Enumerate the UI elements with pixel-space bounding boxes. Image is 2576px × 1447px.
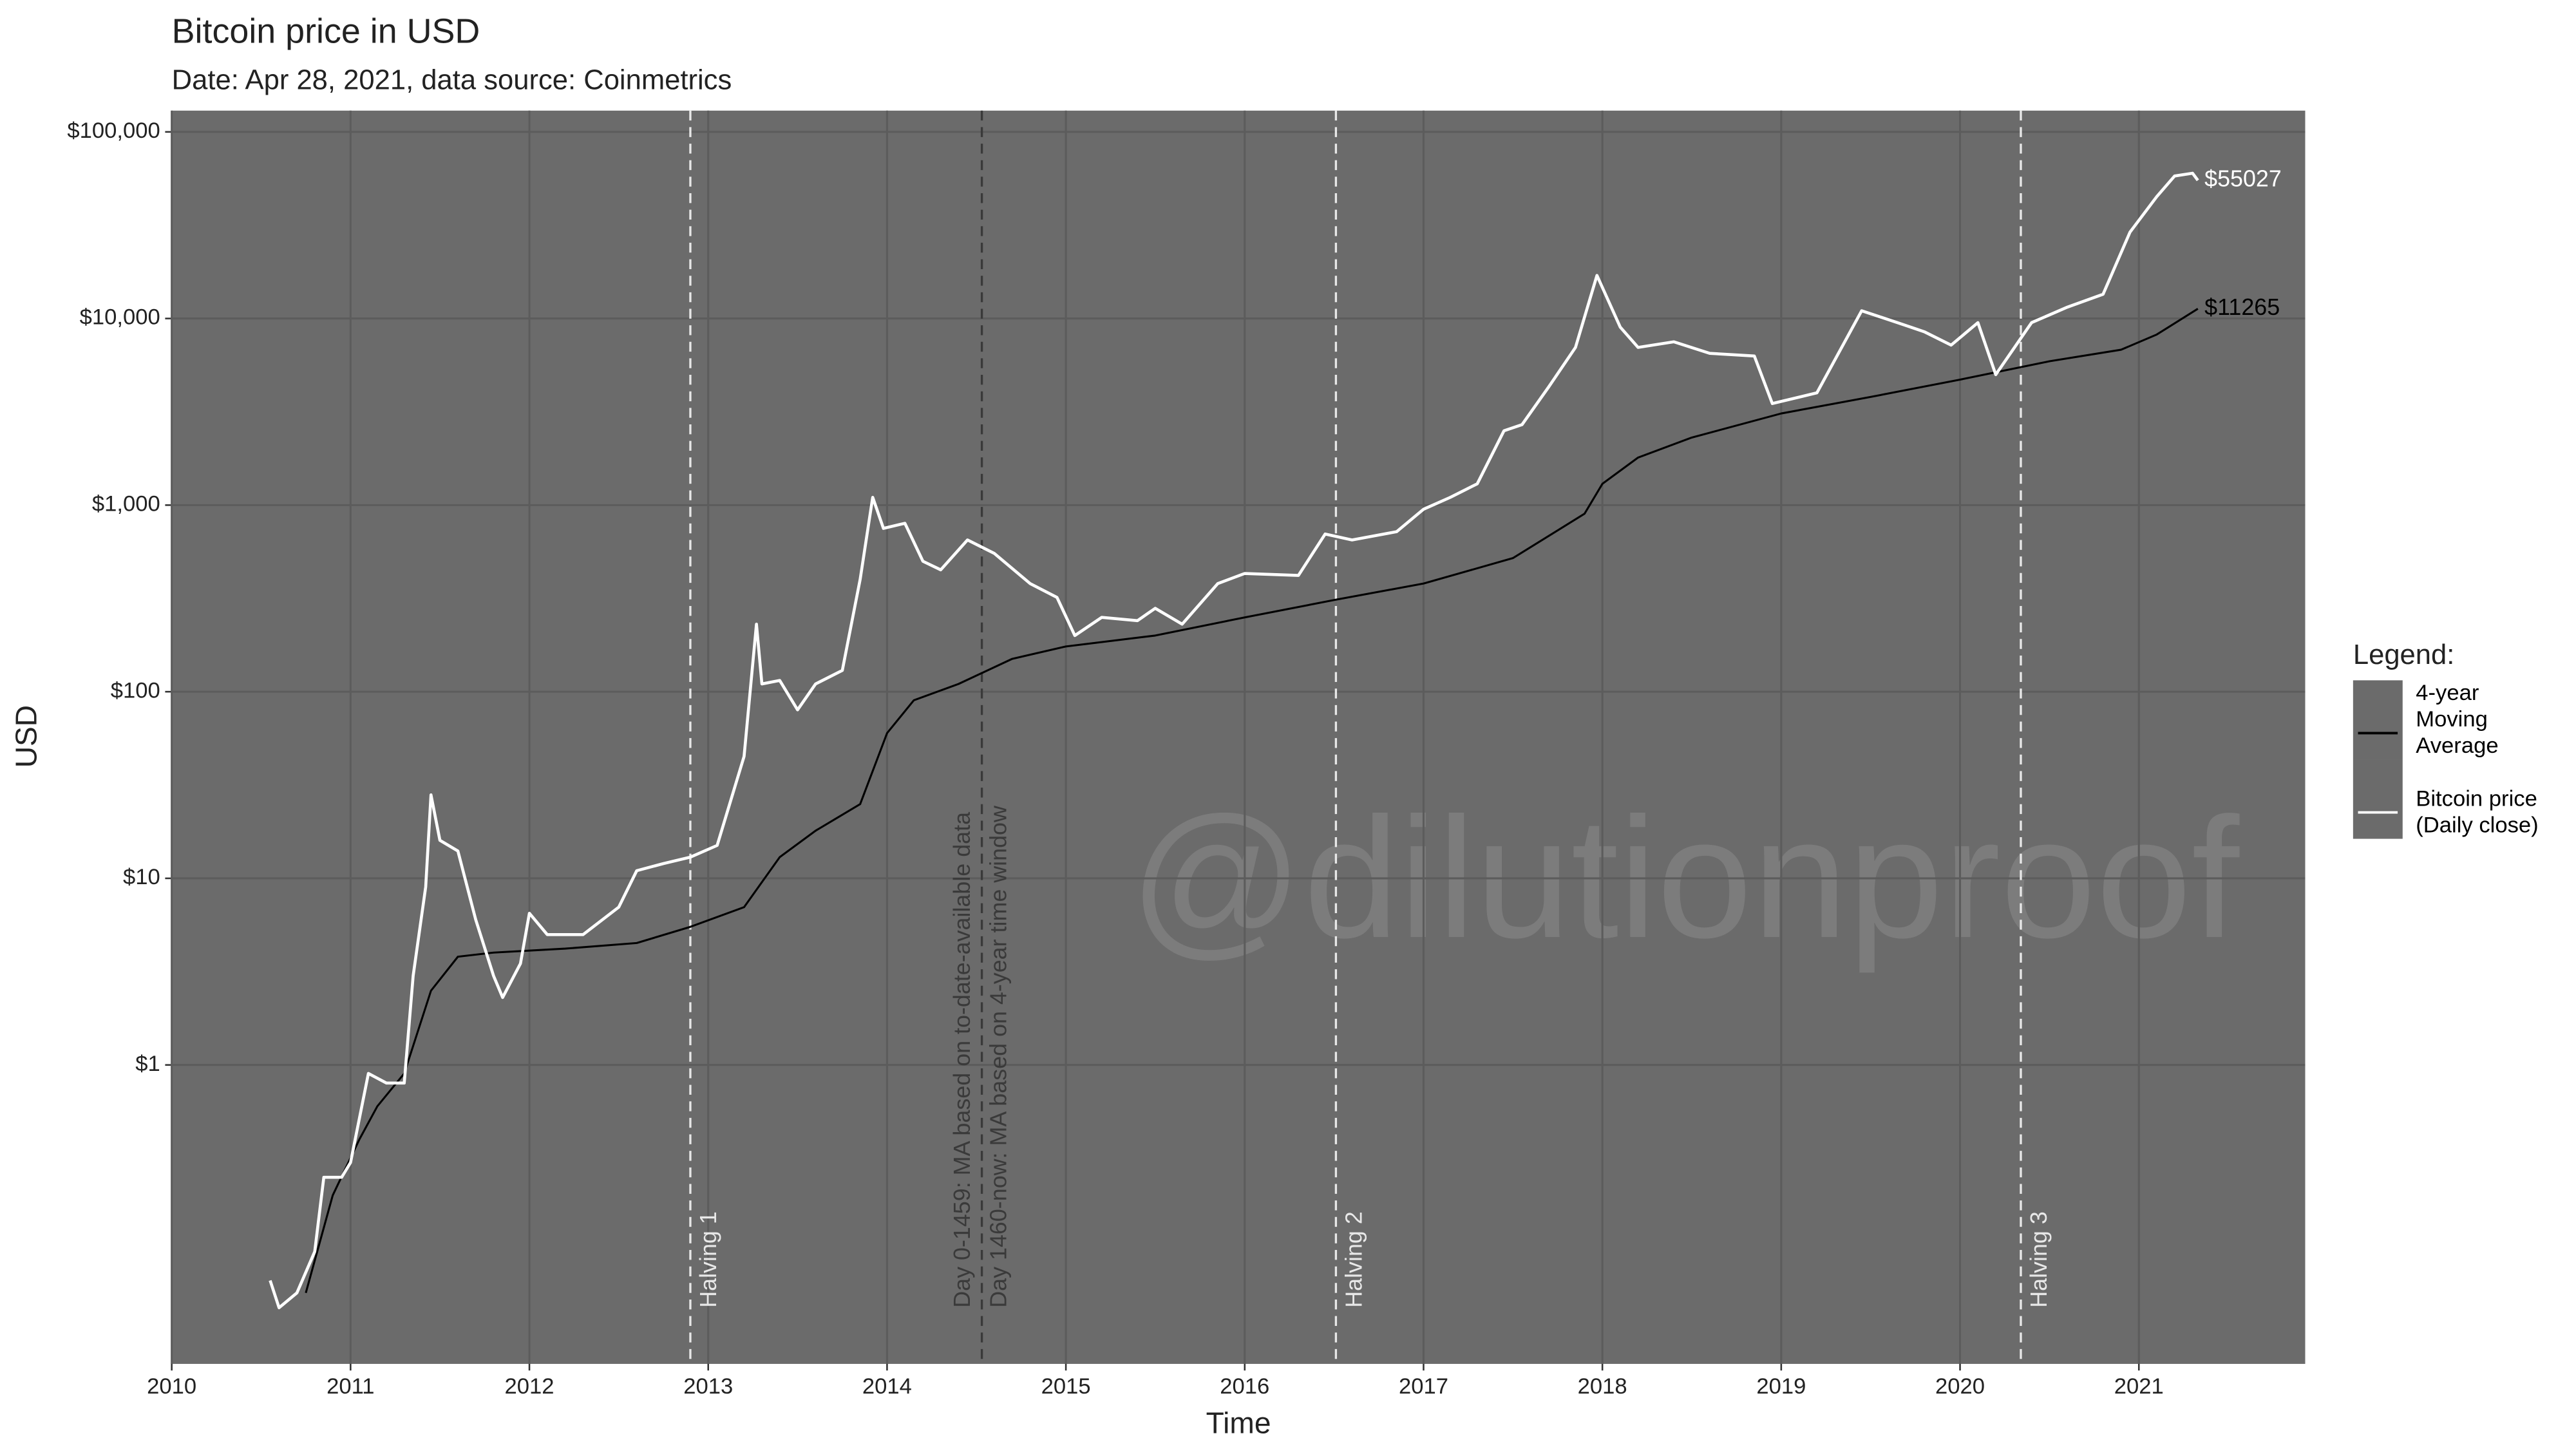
legend-label: 4-year Moving Average (2416, 680, 2499, 758)
y-tick-label: $10,000 (80, 305, 160, 330)
x-tick-label: 2018 (1578, 1374, 1627, 1399)
x-tick-label: 2020 (1935, 1374, 1985, 1399)
plot-background (171, 110, 2306, 1364)
reference-label: Halving 3 (2026, 1211, 2052, 1308)
x-axis-label: Time (1206, 1406, 1271, 1440)
x-tick-label: 2016 (1220, 1374, 1269, 1399)
x-tick-label: 2011 (327, 1374, 374, 1399)
legend-entry: Bitcoin price (Daily close) (2416, 786, 2539, 837)
chart-title: Bitcoin price in USD (172, 12, 480, 51)
y-tick-label: $1,000 (92, 492, 160, 516)
legend-key (2353, 759, 2403, 839)
x-tick-label: 2014 (862, 1374, 912, 1399)
reference-label: Halving 2 (1341, 1211, 1367, 1308)
y-tick-label: $10 (123, 865, 160, 889)
reference-label: Day 1460-now: MA based on 4-year time wi… (985, 806, 1011, 1308)
legend-entry: 4-year Moving Average (2416, 680, 2499, 758)
y-tick-label: $100,000 (67, 118, 160, 143)
end-label: $55027 (2204, 166, 2282, 191)
y-tick-label: $1 (135, 1052, 160, 1076)
price-line (305, 308, 2199, 1294)
x-tick-label: 2013 (683, 1374, 733, 1399)
legend-label: Bitcoin price (Daily close) (2416, 786, 2539, 837)
x-tick-label: 2015 (1041, 1374, 1091, 1399)
legend-key (2353, 680, 2403, 760)
x-tick-label: 2010 (147, 1374, 196, 1399)
x-tick-label: 2017 (1399, 1374, 1448, 1399)
x-tick-label: 2012 (505, 1374, 554, 1399)
end-label: $11265 (2204, 294, 2280, 320)
y-tick-label: $100 (111, 678, 160, 703)
legend-title: Legend: (2353, 639, 2455, 670)
x-tick-label: 2021 (2114, 1374, 2164, 1399)
reference-label: Halving 1 (696, 1211, 721, 1308)
chart-subtitle: Date: Apr 28, 2021, data source: Coinmet… (172, 64, 732, 95)
price-line (269, 171, 2199, 1310)
reference-label: Day 0-1459: MA based on to-date-availabl… (949, 812, 975, 1308)
y-axis-label: USD (9, 705, 43, 768)
x-tick-label: 2019 (1756, 1374, 1806, 1399)
